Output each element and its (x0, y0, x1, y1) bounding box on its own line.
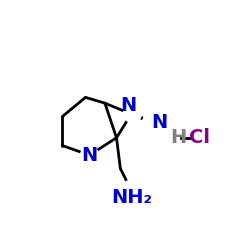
Text: N: N (151, 113, 167, 132)
Text: N: N (120, 96, 136, 114)
Text: NH₂: NH₂ (112, 188, 152, 207)
Text: H: H (170, 128, 186, 147)
Text: N: N (81, 146, 98, 165)
Text: Cl: Cl (189, 128, 210, 147)
